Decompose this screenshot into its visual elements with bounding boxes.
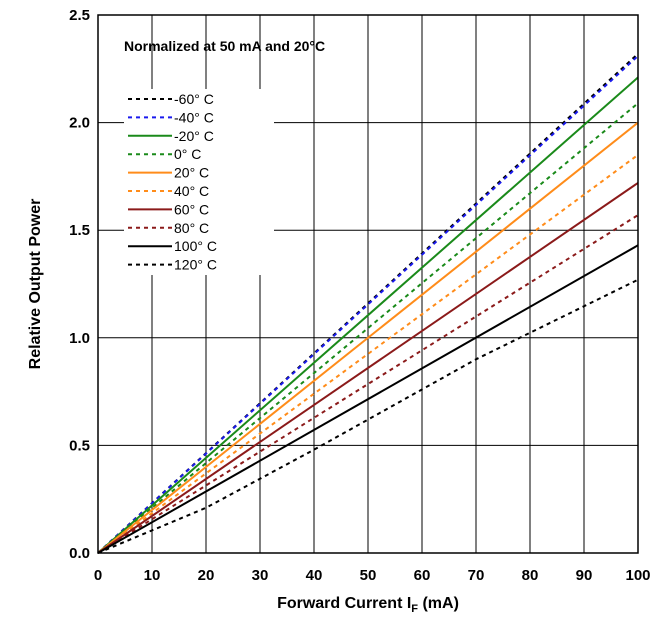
y-axis-title: Relative Output Power <box>27 199 44 370</box>
y-tick-label: 1.5 <box>69 222 90 239</box>
x-axis-title: Forward Current IF (mA) <box>277 595 459 615</box>
x-tick-label: 10 <box>144 567 161 584</box>
x-tick-label: 70 <box>468 567 485 584</box>
x-tick-label: 20 <box>198 567 215 584</box>
y-tick-label: 2.0 <box>69 115 90 132</box>
series-line <box>97 214 639 554</box>
x-tick-label: 100 <box>625 567 650 584</box>
legend-label: -40° C <box>174 109 214 125</box>
legend-label: 20° C <box>174 165 209 181</box>
legend-label: 40° C <box>174 183 209 199</box>
y-tick-label: 0.0 <box>69 545 90 562</box>
plot-frame <box>97 14 639 554</box>
legend-label: 120° C <box>174 257 217 273</box>
x-tick-label: 90 <box>576 567 593 584</box>
legend: -60° C -40° C -20° C 0° C 20° C 40° C 60° C 80°… <box>124 89 274 275</box>
y-tick-labels: 0.0 0.5 1.0 1.5 2.0 2.5 <box>69 7 90 562</box>
series-layer <box>97 52 639 554</box>
x-axis-title-unit: (mA) <box>418 595 459 612</box>
x-axis-title-main: Forward Current I <box>277 595 411 612</box>
legend-label: 60° C <box>174 201 209 217</box>
x-tick-label: 50 <box>360 567 377 584</box>
x-tick-label: 60 <box>414 567 431 584</box>
series-line <box>97 182 639 554</box>
x-tick-label: 40 <box>306 567 323 584</box>
series-line <box>97 102 639 554</box>
legend-label: 100° C <box>174 238 217 254</box>
x-tick-labels: 0 10 20 30 40 50 60 70 80 90 100 <box>94 567 651 584</box>
y-tick-label: 2.5 <box>69 7 90 24</box>
x-axis-title-subscript: F <box>411 603 418 615</box>
series-line <box>97 76 639 554</box>
legend-label: 0° C <box>174 146 201 162</box>
legend-label: 80° C <box>174 220 209 236</box>
legend-background <box>124 89 274 275</box>
y-tick-label: 0.5 <box>69 437 90 454</box>
x-tick-label: 80 <box>522 567 539 584</box>
x-tick-label: 30 <box>252 567 269 584</box>
legend-label: -60° C <box>174 91 214 107</box>
legend-label: -20° C <box>174 128 214 144</box>
series-line <box>97 121 639 554</box>
series-line <box>97 244 639 554</box>
x-tick-label: 0 <box>94 567 102 584</box>
y-tick-label: 1.0 <box>69 330 90 347</box>
series-line <box>97 55 639 554</box>
annotation-text: Normalized at 50 mA and 20°C <box>124 38 325 54</box>
